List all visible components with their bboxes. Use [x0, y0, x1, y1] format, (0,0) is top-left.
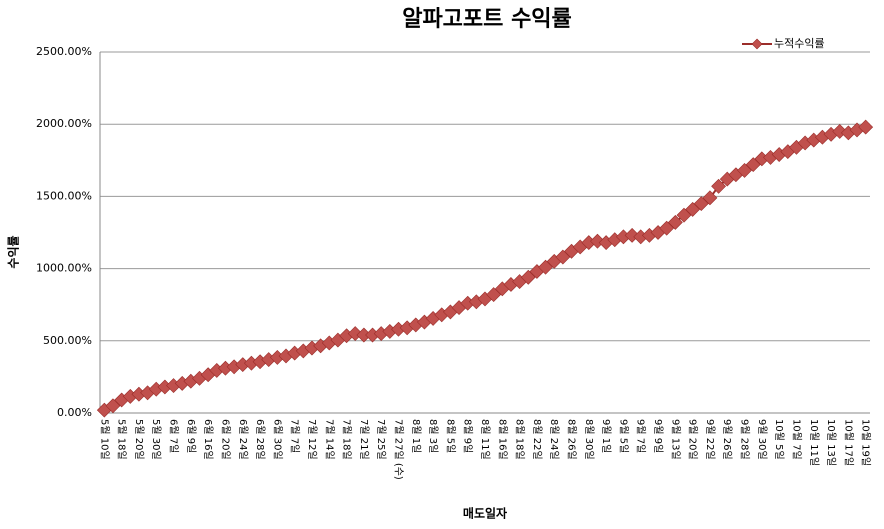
x-tick-label: 9월 1일	[600, 419, 612, 453]
x-tick-label: 7월 27일 (수)	[392, 419, 404, 480]
x-tick-label: 8월 26일	[566, 419, 578, 460]
data-point	[745, 157, 761, 173]
y-tick-label: 2000.00%	[36, 117, 92, 130]
x-tick-label: 9월 13일	[669, 419, 681, 460]
legend-label: 누적수익률	[774, 37, 825, 50]
x-tick-label: 8월 3일	[427, 419, 439, 453]
data-point	[555, 249, 571, 265]
x-tick-label: 8월 11일	[479, 419, 491, 460]
data-point	[105, 398, 121, 414]
data-point	[624, 227, 640, 243]
legend-marker	[751, 38, 763, 50]
x-tick-label: 5월 10일	[98, 419, 110, 460]
x-tick-label: 10월 19일	[860, 419, 872, 466]
x-tick-label: 10월 7일	[790, 419, 802, 460]
x-tick-label: 6월 9일	[185, 419, 197, 453]
x-tick-label: 9월 7일	[635, 419, 647, 453]
x-tick-label: 6월 16일	[202, 419, 214, 460]
data-point	[486, 287, 502, 303]
x-tick-label: 6월 7일	[168, 419, 180, 453]
x-tick-label: 10월 17일	[842, 419, 854, 466]
y-axis-title: 수익률	[7, 235, 21, 268]
x-tick-label: 7월 7일	[289, 419, 301, 453]
x-tick-label: 8월 24일	[548, 419, 560, 460]
data-point	[590, 233, 605, 249]
chart-title: 알파고포트 수익률	[402, 7, 572, 32]
x-tick-label: 8월 1일	[410, 419, 422, 453]
x-tick-label: 7월 14일	[323, 419, 335, 460]
y-tick-label: 1000.00%	[36, 262, 92, 275]
x-tick-label: 6월 30일	[271, 419, 283, 460]
data-point	[347, 326, 363, 342]
data-point	[702, 190, 718, 206]
data-point	[858, 119, 874, 135]
x-tick-label: 9월 5일	[617, 419, 629, 453]
x-tick-label: 7월 12일	[306, 419, 318, 460]
x-tick-label: 5월 20일	[133, 419, 145, 460]
x-tick-label: 7월 25일	[375, 419, 387, 460]
x-tick-label: 8월 5일	[444, 419, 456, 453]
x-tick-label: 5월 18일	[116, 419, 128, 460]
data-point	[520, 269, 536, 285]
x-tick-label: 9월 9일	[652, 419, 664, 453]
x-tick-label: 9월 26일	[721, 419, 733, 460]
data-point	[659, 220, 675, 236]
x-tick-label: 6월 28일	[254, 419, 266, 460]
data-point	[538, 259, 553, 275]
x-axis-title: 매도일자	[463, 506, 507, 521]
x-tick-label: 8월 9일	[462, 419, 474, 453]
x-tick-label: 7월 18일	[341, 419, 353, 460]
x-tick-label: 8월 30일	[583, 419, 595, 460]
x-tick-label: 8월 18일	[514, 419, 526, 460]
y-tick-label: 500.00%	[43, 334, 92, 347]
x-tick-label: 10월 13일	[825, 419, 837, 466]
x-tick-label: 6월 24일	[237, 419, 249, 460]
x-tick-label: 9월 22일	[704, 419, 716, 460]
y-tick-label: 0.00%	[57, 406, 92, 419]
x-tick-label: 9월 28일	[739, 419, 751, 460]
x-tick-label: 5월 30일	[150, 419, 162, 460]
data-point	[711, 178, 727, 194]
x-tick-label: 7월 21일	[358, 419, 370, 460]
data-point	[676, 207, 692, 223]
x-tick-label: 8월 22일	[531, 419, 543, 460]
data-point	[737, 162, 752, 178]
x-tick-label: 9월 20일	[687, 419, 699, 460]
x-tick-label: 9월 30일	[756, 419, 768, 460]
x-tick-label: 10월 5일	[773, 419, 785, 460]
data-point	[693, 196, 709, 212]
y-tick-label: 2500.00%	[36, 45, 92, 58]
y-tick-label: 1500.00%	[36, 189, 92, 202]
data-point	[667, 214, 683, 230]
x-tick-label: 6월 20일	[219, 419, 231, 460]
x-tick-label: 10월 11일	[808, 419, 820, 466]
data-point	[685, 201, 701, 217]
x-tick-label: 8월 16일	[496, 419, 508, 460]
